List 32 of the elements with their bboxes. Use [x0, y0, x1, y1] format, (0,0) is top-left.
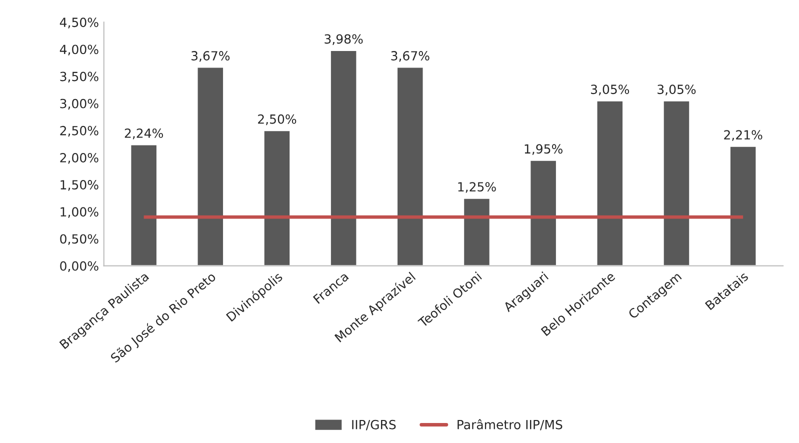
y-tick-label: 4,50%: [60, 18, 98, 28]
data-label: 1,95%: [524, 144, 562, 155]
bar: [396, 66, 424, 266]
y-tick-label: 3,00%: [60, 98, 98, 110]
data-label: 2,50%: [258, 114, 296, 126]
y-tick-label: 1,00%: [60, 207, 98, 218]
data-label: 2,24%: [124, 128, 163, 140]
data-label: 3,67%: [391, 51, 430, 62]
y-tick-label: 0,50%: [60, 234, 98, 245]
bar: [462, 197, 491, 266]
bar: [729, 145, 758, 266]
data-label: 3,05%: [658, 84, 696, 96]
bar: [130, 144, 158, 266]
y-tick-label: 2,00%: [60, 152, 98, 164]
bar: [596, 100, 624, 266]
legend-label: IIP/GRS: [352, 420, 396, 430]
y-tick-label: 3,50%: [60, 72, 98, 82]
y-tick-label: 4,00%: [60, 44, 98, 56]
bar: [529, 160, 558, 266]
data-label: 3,67%: [192, 51, 230, 62]
data-label: 3,05%: [591, 84, 630, 96]
data-label: 2,21%: [724, 130, 762, 141]
bar: [262, 130, 291, 266]
legend-label: Parâmetro IIP/MS: [458, 419, 562, 430]
bar: [330, 50, 358, 266]
bar: [196, 66, 224, 266]
y-tick-label: 1,50%: [60, 180, 98, 191]
data-label: 3,98%: [324, 34, 363, 45]
y-tick-label: 2,50%: [60, 126, 98, 137]
bar: [662, 100, 690, 266]
y-tick-label: 0,00%: [60, 261, 98, 272]
data-label: 1,25%: [458, 182, 496, 193]
